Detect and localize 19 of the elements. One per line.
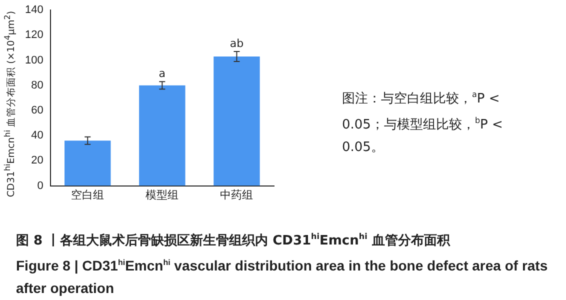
text: 图 8 丨各组大鼠术后骨缺损区新生骨组织内 CD31$^{hi}$Emcn$^{hi}$ 血管分布面积 [16,231,452,250]
y-tick-label: 60 [31,104,44,116]
x-tick-label: 空白组 [71,188,104,202]
y-tick-label: 100 [24,54,44,66]
bar [214,56,260,186]
y-tick-label: 80 [31,79,44,92]
annotation: ab [230,36,244,50]
text: Figure 8 | CD31$^{hi}$Emcn$^{hi}$ vascular distribution area in the bone defect area of rats after operation [16,258,548,296]
bar [64,140,111,186]
bar [139,85,186,186]
y-tick-label: 40 [31,130,44,142]
x-tick-label: 中药组 [220,188,254,202]
y-tick-label: 140 [24,4,44,16]
y-tick-label: 0 [37,180,44,192]
y-tick-label: 20 [31,154,44,167]
text: 图注：与空白组比较，$^{a}$P < 0.05；与模型组比较，$^{b}$P < 0.05。 [342,90,503,155]
y-tick-label: 120 [24,29,44,42]
x-tick-label: 模型组 [146,189,179,202]
annotation: a [158,66,166,80]
